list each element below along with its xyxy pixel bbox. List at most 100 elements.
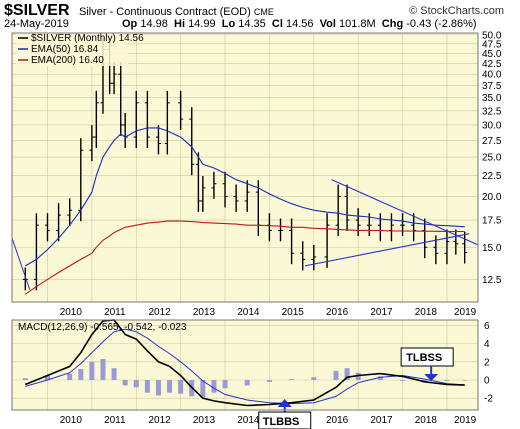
legend-ema50-text: EMA(50) 16.84	[31, 44, 99, 55]
exchange-label: CME	[253, 7, 274, 17]
trendline-early	[11, 237, 31, 290]
change-label: Chg	[381, 18, 404, 30]
price-y-tick-2: 45.0	[482, 49, 502, 60]
quote-date: 24-May-2019	[4, 18, 69, 30]
price-y-tick-14: 15.0	[482, 243, 502, 254]
price-panel-border	[11, 32, 479, 303]
price-x-tick-2: 2012	[148, 307, 171, 318]
ema200-line	[24, 220, 465, 295]
high-label: Hi	[174, 18, 185, 30]
macd-hist-bar-16	[222, 380, 228, 389]
macd-hist-bar-14	[200, 380, 206, 398]
macd-x-tick-4: 2014	[237, 415, 260, 426]
macd-y-tick-0: 6	[484, 321, 490, 332]
macd-hist-bar-6	[111, 368, 117, 380]
price-x-tick-8: 2018	[415, 307, 438, 318]
legend-price-bg	[16, 33, 128, 44]
macd-x-tick-2: 2012	[148, 415, 171, 426]
legend-ema200-bg	[16, 55, 128, 66]
macd-hist-bar-12	[178, 380, 184, 394]
callout-box-1	[258, 411, 312, 429]
macd-hist-bar-28	[462, 380, 468, 381]
price-x-tick-7: 2017	[370, 307, 393, 318]
macd-x-tick-7: 2017	[370, 415, 393, 426]
symbol: $SILVER	[4, 2, 70, 19]
macd-hist-bar-18	[266, 380, 272, 382]
legend-price-text: $SILVER (Monthly) 14.56	[31, 33, 144, 44]
macd-x-tick-1: 2011	[104, 415, 126, 426]
price-x-tick-6: 2016	[326, 307, 349, 318]
price-x-tick-5: 2015	[282, 307, 305, 318]
macd-line	[24, 319, 465, 407]
macd-hist-bar-25	[400, 380, 406, 381]
macd-hist-bar-9	[144, 380, 150, 393]
callout-label-1: TLBBS	[263, 416, 300, 428]
trendline-upper	[331, 179, 479, 246]
price-y-tick-5: 37.5	[482, 81, 502, 92]
macd-hist-bar-21	[333, 370, 339, 380]
volume-value: 101.8M	[338, 18, 376, 30]
macd-hist-bar-24	[377, 376, 383, 380]
macd-hist-bar-1	[45, 375, 51, 380]
legend-ema200-text: EMA(200) 16.40	[31, 55, 104, 66]
price-x-tick-1: 2011	[104, 307, 126, 318]
macd-hist-bar-27	[444, 380, 450, 381]
macd-x-tick-0: 2010	[60, 415, 83, 426]
open-value: 14.98	[140, 18, 168, 30]
macd-legend-text: MACD(12,26,9) -0.565, -0.542, -0.023	[18, 322, 187, 333]
price-y-tick-4: 40.0	[482, 70, 502, 81]
price-panel	[12, 33, 478, 302]
volume-label: Vol	[319, 18, 336, 30]
macd-x-tick-9: 2019	[454, 415, 477, 426]
macd-hist-bar-15	[211, 380, 217, 393]
price-y-tick-7: 32.5	[482, 106, 502, 117]
change-value: -0.43 (-2.86%)	[406, 18, 477, 30]
price-x-tick-0: 2010	[60, 307, 83, 318]
high-value: 14.99	[188, 18, 216, 30]
callout-arrow-1	[277, 399, 292, 407]
macd-hist-bar-4	[89, 361, 95, 380]
macd-hist-bar-22	[344, 368, 350, 380]
callout-label-0: TLBSS	[406, 352, 442, 364]
price-x-tick-4: 2014	[237, 307, 260, 318]
price-y-tick-15: 12.5	[482, 275, 502, 286]
macd-hist-bar-20	[311, 377, 317, 380]
price-x-tick-9: 2019	[454, 307, 477, 318]
macd-hist-bar-2	[67, 373, 73, 380]
macd-y-tick-4: -2	[484, 394, 493, 405]
quote-summary: Op 14.98 Hi 14.99 Lo 14.35 Cl 14.56 Vol …	[122, 18, 477, 30]
close-label: Cl	[271, 18, 283, 30]
price-x-tick-3: 2013	[193, 307, 216, 318]
macd-hist-bar-7	[122, 380, 128, 386]
close-value: 14.56	[285, 18, 314, 30]
price-y-tick-3: 42.5	[482, 59, 502, 70]
price-y-tick-12: 20.0	[482, 192, 502, 203]
macd-panel-border	[11, 319, 479, 411]
description-text: Silver - Continuous Contract (EOD)	[79, 6, 251, 18]
macd-hist-bar-0	[22, 378, 28, 380]
macd-hist-bar-5	[100, 359, 106, 380]
trendline-lower	[304, 233, 470, 267]
open-label: Op	[122, 18, 138, 30]
price-y-tick-1: 47.5	[482, 39, 502, 50]
price-y-tick-11: 22.5	[482, 171, 502, 182]
callout-arrow-0	[424, 374, 439, 381]
price-y-tick-10: 25.0	[482, 153, 502, 164]
macd-x-tick-3: 2013	[193, 415, 216, 426]
price-y-tick-8: 30.0	[482, 120, 502, 131]
macd-hist-bar-3	[78, 369, 84, 380]
macd-y-tick-3: 0	[484, 376, 490, 387]
macd-hist-bar-10	[155, 380, 161, 396]
macd-hist-bar-23	[355, 372, 361, 380]
price-y-tick-6: 35.0	[482, 93, 502, 104]
legend-ema50-bg	[16, 44, 128, 55]
macd-signal-line	[25, 328, 465, 405]
price-y-tick-0: 50.0	[482, 30, 502, 41]
macd-hist-bar-11	[167, 380, 173, 393]
price-y-tick-9: 27.5	[482, 136, 502, 147]
macd-x-tick-6: 2016	[326, 415, 349, 426]
macd-hist-bar-17	[244, 380, 250, 386]
ema50-line	[25, 127, 465, 267]
stockcharts-credit[interactable]: © StockCharts.com	[409, 5, 504, 17]
